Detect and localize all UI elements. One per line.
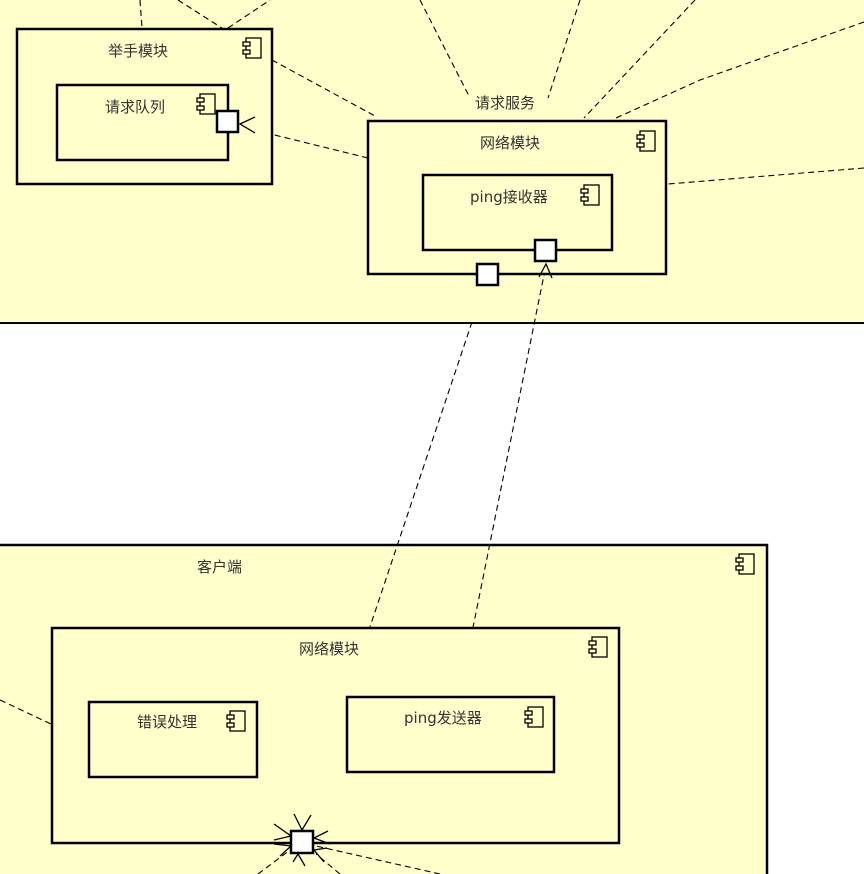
- ping-receiver-port[interactable]: [533, 238, 558, 263]
- request-queue-label: 请求队列: [105, 98, 165, 116]
- dependency-line: [667, 167, 864, 185]
- arrow-head: [238, 116, 256, 134]
- client-network-module-label: 网络模块: [299, 640, 359, 658]
- server-network-port[interactable]: [475, 262, 500, 287]
- dependency-line: [547, 0, 581, 99]
- ping-receiver-label: ping接收器: [470, 188, 548, 206]
- ping-receiver-component[interactable]: [421, 173, 614, 252]
- dependency-line: [419, 0, 471, 99]
- dependency-line: [257, 849, 291, 874]
- dependency-line: [583, 0, 696, 119]
- hand-raise-module-label: 举手模块: [108, 42, 168, 60]
- dependency-line: [315, 845, 441, 874]
- request-queue-port[interactable]: [215, 109, 240, 134]
- dependency-line: [241, 126, 369, 159]
- dependency-line: [227, 0, 271, 29]
- dependency-line: [615, 21, 864, 119]
- ping-sender-label: ping发送器: [404, 709, 482, 727]
- dependency-line: [315, 853, 341, 874]
- dependency-line: [0, 699, 290, 837]
- server-node-label: 请求服务: [475, 94, 535, 112]
- request-queue-component[interactable]: [55, 83, 230, 162]
- client-node-label: 客户端: [197, 558, 242, 576]
- server-network-module-label: 网络模块: [480, 134, 540, 152]
- ping-sender-component[interactable]: [345, 695, 556, 774]
- dependency-line: [458, 264, 547, 698]
- dependency-line: [139, 0, 143, 29]
- error-handler-label: 错误处理: [137, 713, 197, 731]
- client-network-port[interactable]: [289, 829, 315, 855]
- arrow-head: [538, 262, 553, 279]
